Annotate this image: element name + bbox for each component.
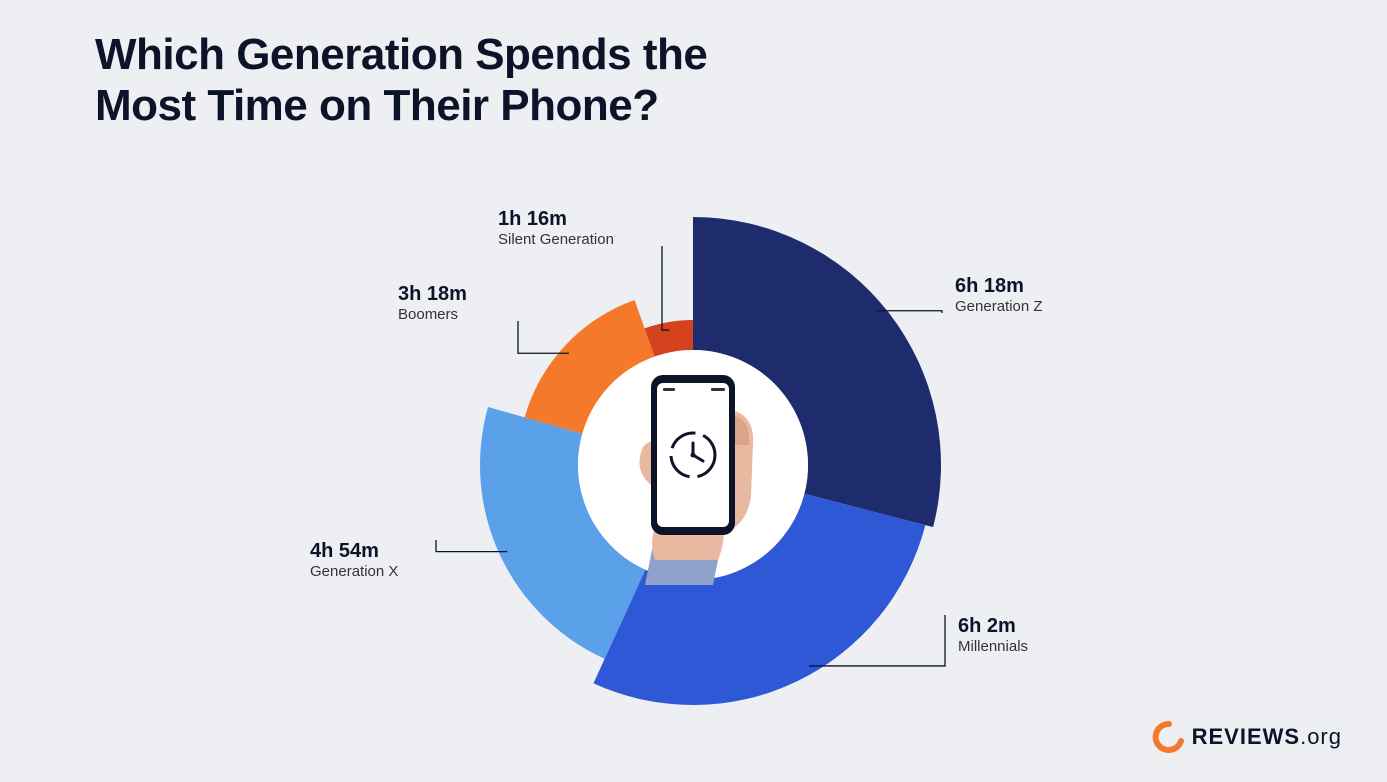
chart-labels: 1h 16m Silent Generation 3h 18m Boomers … xyxy=(0,0,1387,782)
brand-circle-icon xyxy=(1152,720,1186,754)
brand-suffix: .org xyxy=(1300,724,1342,749)
brand-main: REVIEWS xyxy=(1192,724,1300,749)
label-silent: 1h 16m Silent Generation xyxy=(498,208,614,248)
label-millennials: 6h 2m Millennials xyxy=(958,615,1028,655)
name-silent: Silent Generation xyxy=(498,231,614,248)
brand-text: REVIEWS.org xyxy=(1192,724,1342,750)
value-silent: 1h 16m xyxy=(498,208,614,231)
label-boomers: 3h 18m Boomers xyxy=(398,283,467,323)
value-millennials: 6h 2m xyxy=(958,615,1028,638)
brand-logo: REVIEWS.org xyxy=(1152,720,1342,754)
name-boomers: Boomers xyxy=(398,306,467,323)
label-genx: 4h 54m Generation X xyxy=(310,540,398,580)
name-genx: Generation X xyxy=(310,563,398,580)
name-millennials: Millennials xyxy=(958,638,1028,655)
value-genz: 6h 18m xyxy=(955,275,1043,298)
value-genx: 4h 54m xyxy=(310,540,398,563)
label-genz: 6h 18m Generation Z xyxy=(955,275,1043,315)
name-genz: Generation Z xyxy=(955,298,1043,315)
value-boomers: 3h 18m xyxy=(398,283,467,306)
